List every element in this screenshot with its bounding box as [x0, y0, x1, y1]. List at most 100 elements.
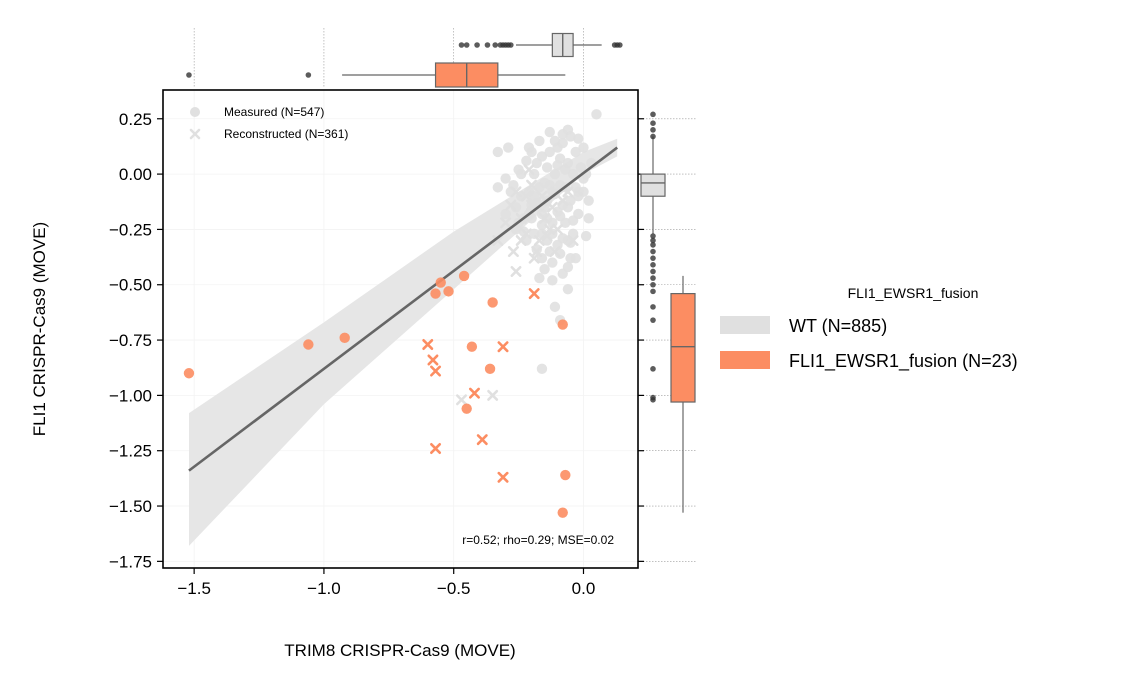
boxplot-outlier: [463, 42, 470, 48]
x-axis-label: TRIM8 CRISPR-Cas9 (MOVE): [284, 641, 515, 660]
x-marker-stroke: [492, 234, 504, 246]
boxplot-outlier: [305, 72, 312, 78]
marker-legend: Measured (N=547) Reconstructed (N=361): [189, 105, 348, 141]
wt-measured-point: [562, 261, 574, 273]
wt-measured-point: [541, 162, 553, 173]
wt-measured-point: [565, 131, 576, 142]
wt-measured-point: [544, 126, 555, 138]
wt-measured-point: [570, 146, 581, 158]
wt-reconstructed-point: [557, 195, 569, 207]
wt-reconstructed-point: [523, 164, 535, 176]
wt-measured-point: [539, 264, 550, 275]
wt-measured-point: [570, 182, 581, 193]
marker-legend-x-icon: [189, 128, 201, 140]
boxplot: [186, 62, 566, 88]
boxplot: [640, 111, 666, 403]
wt-measured-point: [528, 191, 540, 202]
x-marker-stroke: [455, 394, 467, 406]
x-marker-stroke: [549, 246, 561, 258]
wt-reconstructed-point: [487, 389, 499, 401]
marker-legend-measured: Measured (N=547): [224, 105, 324, 119]
x-marker-stroke: [430, 365, 442, 377]
x-marker-stroke: [552, 223, 564, 235]
y-tick-label: 0.00: [119, 165, 152, 184]
boxplot-outlier: [650, 281, 656, 288]
wt-measured-point: [570, 252, 581, 264]
wt-measured-point: [515, 168, 527, 180]
wt-measured-point: [492, 182, 504, 193]
boxplot-outlier: [650, 237, 656, 244]
boxplot-outlier: [650, 248, 656, 255]
x-marker-stroke: [528, 288, 540, 300]
wt-measured-point: [567, 215, 579, 226]
fusion-measured-point: [443, 286, 454, 297]
x-marker-stroke: [422, 338, 434, 350]
wt-measured-point: [591, 109, 602, 120]
wt-measured-point: [580, 230, 592, 242]
boxplot-outlier: [650, 317, 656, 323]
x-marker-stroke: [523, 164, 535, 176]
wt-reconstructed-point: [536, 190, 548, 202]
x-marker-stroke: [526, 199, 538, 211]
wt-reconstructed-point: [492, 234, 504, 246]
group-legend: FLI1_EWSR1_fusion WT (N=885) FLI1_EWSR1_…: [720, 285, 1018, 372]
x-tick-label: −0.5: [437, 579, 471, 598]
wt-measured-point: [492, 146, 504, 158]
boxplot-outlier: [650, 133, 656, 140]
wt-measured-point: [500, 173, 511, 184]
x-marker-stroke: [528, 252, 540, 264]
x-marker-stroke: [562, 186, 574, 198]
x-marker-stroke: [510, 265, 522, 277]
wt-reconstructed-point: [455, 394, 467, 406]
wt-measured-point: [578, 142, 589, 153]
boxplot-outlier: [650, 120, 656, 126]
x-tick-label: −1.5: [177, 579, 211, 598]
boxplot-outlier: [650, 366, 656, 372]
boxplot-box: [670, 292, 696, 403]
wt-reconstructed-point: [533, 234, 545, 246]
x-marker-stroke: [567, 234, 579, 246]
fusion-measured-point: [339, 332, 350, 344]
wt-measured-point: [554, 210, 566, 222]
wt-measured-point: [521, 155, 532, 167]
legend-swatch-fusion: [720, 351, 770, 369]
x-marker-stroke: [505, 199, 517, 211]
fusion-reconstructed-point: [497, 341, 509, 353]
wt-reconstructed-point: [552, 223, 564, 235]
fusion-reconstructed-point: [430, 442, 442, 455]
wt-measured-point: [557, 233, 568, 244]
wt-measured-point: [554, 248, 566, 259]
fusion-measured-point: [461, 403, 472, 414]
x-marker-stroke: [510, 186, 522, 198]
wt-reconstructed-point: [510, 265, 522, 277]
wt-reconstructed-point: [515, 234, 527, 246]
x-marker-stroke: [497, 341, 509, 353]
x-marker-stroke: [526, 179, 538, 191]
wt-points: [455, 109, 602, 406]
wt-reconstructed-point: [510, 186, 522, 198]
legend-swatch-wt: [720, 316, 770, 334]
boxplot-outlier: [484, 42, 491, 48]
legend-title: FLI1_EWSR1_fusion: [848, 285, 979, 301]
fusion-reconstructed-point: [497, 471, 509, 483]
x-marker-stroke: [557, 195, 569, 207]
x-tick-label: 0.0: [572, 579, 596, 598]
wt-measured-point: [523, 142, 535, 153]
wt-measured-point: [560, 164, 571, 175]
y-tick-label: −0.75: [109, 331, 152, 350]
boxplot-outlier: [492, 42, 499, 48]
fusion-measured-point: [435, 277, 446, 288]
y-tick-label: −1.50: [109, 497, 152, 516]
boxplot-outlier: [617, 42, 623, 48]
x-marker-stroke: [497, 471, 509, 483]
wt-measured-point: [503, 142, 514, 153]
fusion-reconstructed-point: [476, 434, 488, 446]
fusion-measured-point: [560, 469, 571, 481]
confidence-band: [189, 138, 618, 546]
wt-measured-point: [536, 363, 548, 375]
x-marker-stroke: [476, 434, 488, 446]
x-marker-stroke: [536, 190, 548, 202]
wt-measured-point: [531, 244, 542, 255]
wt-measured-point: [534, 135, 545, 147]
